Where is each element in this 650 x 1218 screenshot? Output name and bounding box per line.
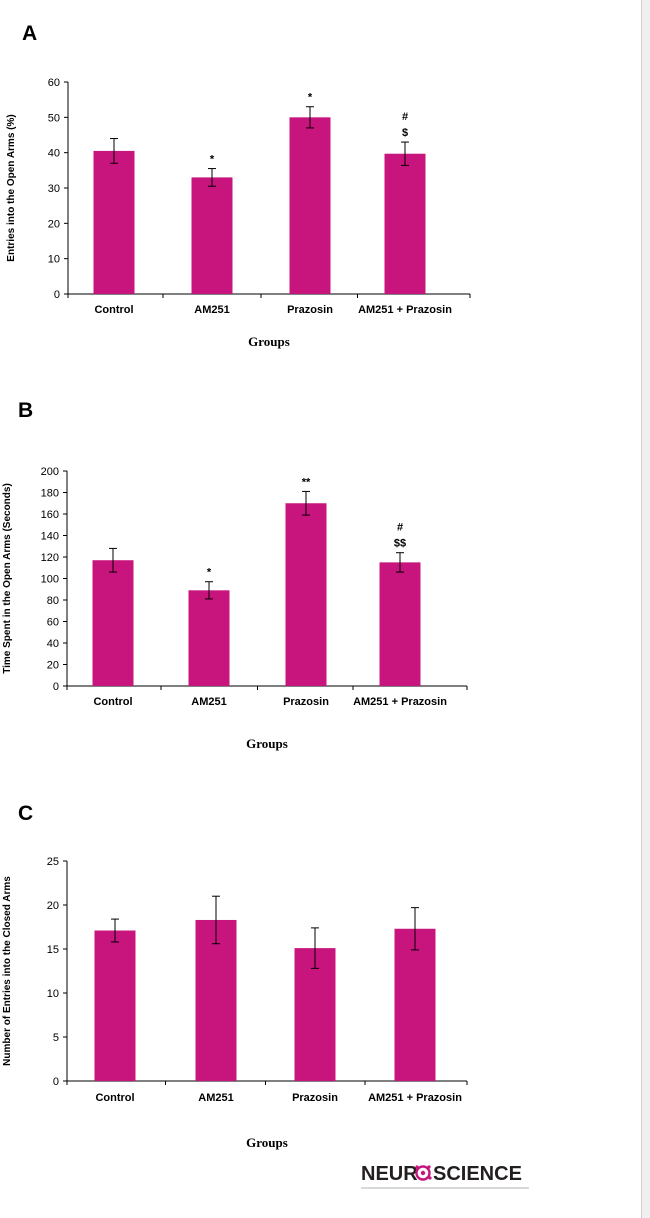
bar — [93, 150, 135, 294]
x-axis-title: Groups — [246, 1135, 288, 1150]
bar — [94, 930, 136, 1081]
y-tick-label: 100 — [41, 574, 59, 586]
chart-panel-c: C 0 5 10 15 20 25 Control AM251 Prazosin AM251 + P… — [2, 802, 468, 1150]
x-tick-label: AM251 — [194, 304, 229, 316]
y-tick-label: 30 — [48, 183, 60, 195]
y-tick-label: 10 — [48, 254, 60, 266]
y-tick-label: 60 — [47, 617, 59, 629]
bar — [379, 562, 421, 686]
x-tick-label: AM251 — [191, 696, 226, 708]
significance-marker: $$ — [394, 538, 406, 550]
y-tick-label: 200 — [41, 466, 59, 478]
y-tick-label: 80 — [47, 595, 59, 607]
x-tick-label: Control — [93, 696, 132, 708]
bar — [285, 503, 327, 686]
bar — [289, 117, 331, 294]
x-tick-label: AM251 — [198, 1092, 233, 1104]
x-tick-label: AM251 + Prazosin — [358, 304, 452, 316]
significance-marker: * — [207, 567, 212, 579]
x-axis-title: Groups — [248, 334, 290, 349]
page-right-border — [641, 0, 650, 1218]
significance-marker: # — [402, 111, 408, 123]
x-tick-label: Control — [95, 1092, 134, 1104]
x-tick-label: Prazosin — [283, 696, 329, 708]
y-tick-label: 15 — [47, 944, 59, 956]
significance-marker: * — [308, 92, 313, 104]
logo-neuron-icon — [415, 1165, 432, 1181]
y-tick-label: 5 — [53, 1032, 59, 1044]
bar — [394, 928, 436, 1081]
y-tick-label: 20 — [47, 900, 59, 912]
x-axis-title: Groups — [246, 736, 288, 751]
y-axis-title: Entries into the Open Arms (%) — [6, 114, 17, 261]
bar — [188, 590, 230, 686]
y-tick-label: 120 — [41, 552, 59, 564]
significance-marker: # — [397, 522, 403, 534]
bar — [92, 560, 134, 686]
panel-label: C — [18, 802, 33, 825]
y-tick-label: 10 — [47, 988, 59, 1000]
y-tick-label: 60 — [48, 77, 60, 89]
logo-text-part2: SCIENCE — [433, 1163, 522, 1185]
y-axis-title: Time Spent in the Open Arms (Seconds) — [2, 483, 13, 674]
x-tick-label: Prazosin — [292, 1092, 338, 1104]
y-tick-label: 40 — [48, 148, 60, 160]
x-tick-label: AM251 + Prazosin — [353, 696, 447, 708]
y-tick-label: 140 — [41, 531, 59, 543]
y-tick-label: 0 — [53, 681, 59, 693]
y-tick-label: 40 — [47, 638, 59, 650]
chart-panel-a: A 0 10 20 30 40 50 60 Control * AM251 * Prazosin $ # AM… — [6, 22, 471, 349]
bar — [191, 177, 233, 294]
y-tick-label: 180 — [41, 488, 59, 500]
y-tick-label: 25 — [47, 856, 59, 868]
significance-marker: $ — [402, 127, 408, 139]
y-tick-label: 0 — [53, 1076, 59, 1088]
significance-marker: * — [210, 154, 215, 166]
bar — [294, 948, 336, 1081]
x-tick-label: AM251 + Prazosin — [368, 1092, 462, 1104]
significance-marker: ** — [302, 476, 311, 488]
panel-label: B — [18, 399, 33, 422]
y-tick-label: 50 — [48, 112, 60, 124]
bar — [384, 153, 426, 294]
y-axis-title: Number of Entries into the Closed Arms — [2, 876, 13, 1066]
panel-label: A — [22, 22, 37, 45]
chart-panel-b: B 0 20 40 60 80 100 120 140 160 180 200 Control * AM25… — [2, 399, 468, 751]
y-tick-label: 0 — [54, 289, 60, 301]
x-tick-label: Control — [94, 304, 133, 316]
y-tick-label: 20 — [47, 660, 59, 672]
bar — [195, 919, 237, 1081]
y-tick-label: 20 — [48, 218, 60, 230]
y-tick-label: 160 — [41, 509, 59, 521]
logo-text-part1: NEUR — [361, 1163, 418, 1185]
neuroscience-logo: NEUR SCIENCE — [361, 1163, 529, 1189]
x-tick-label: Prazosin — [287, 304, 333, 316]
